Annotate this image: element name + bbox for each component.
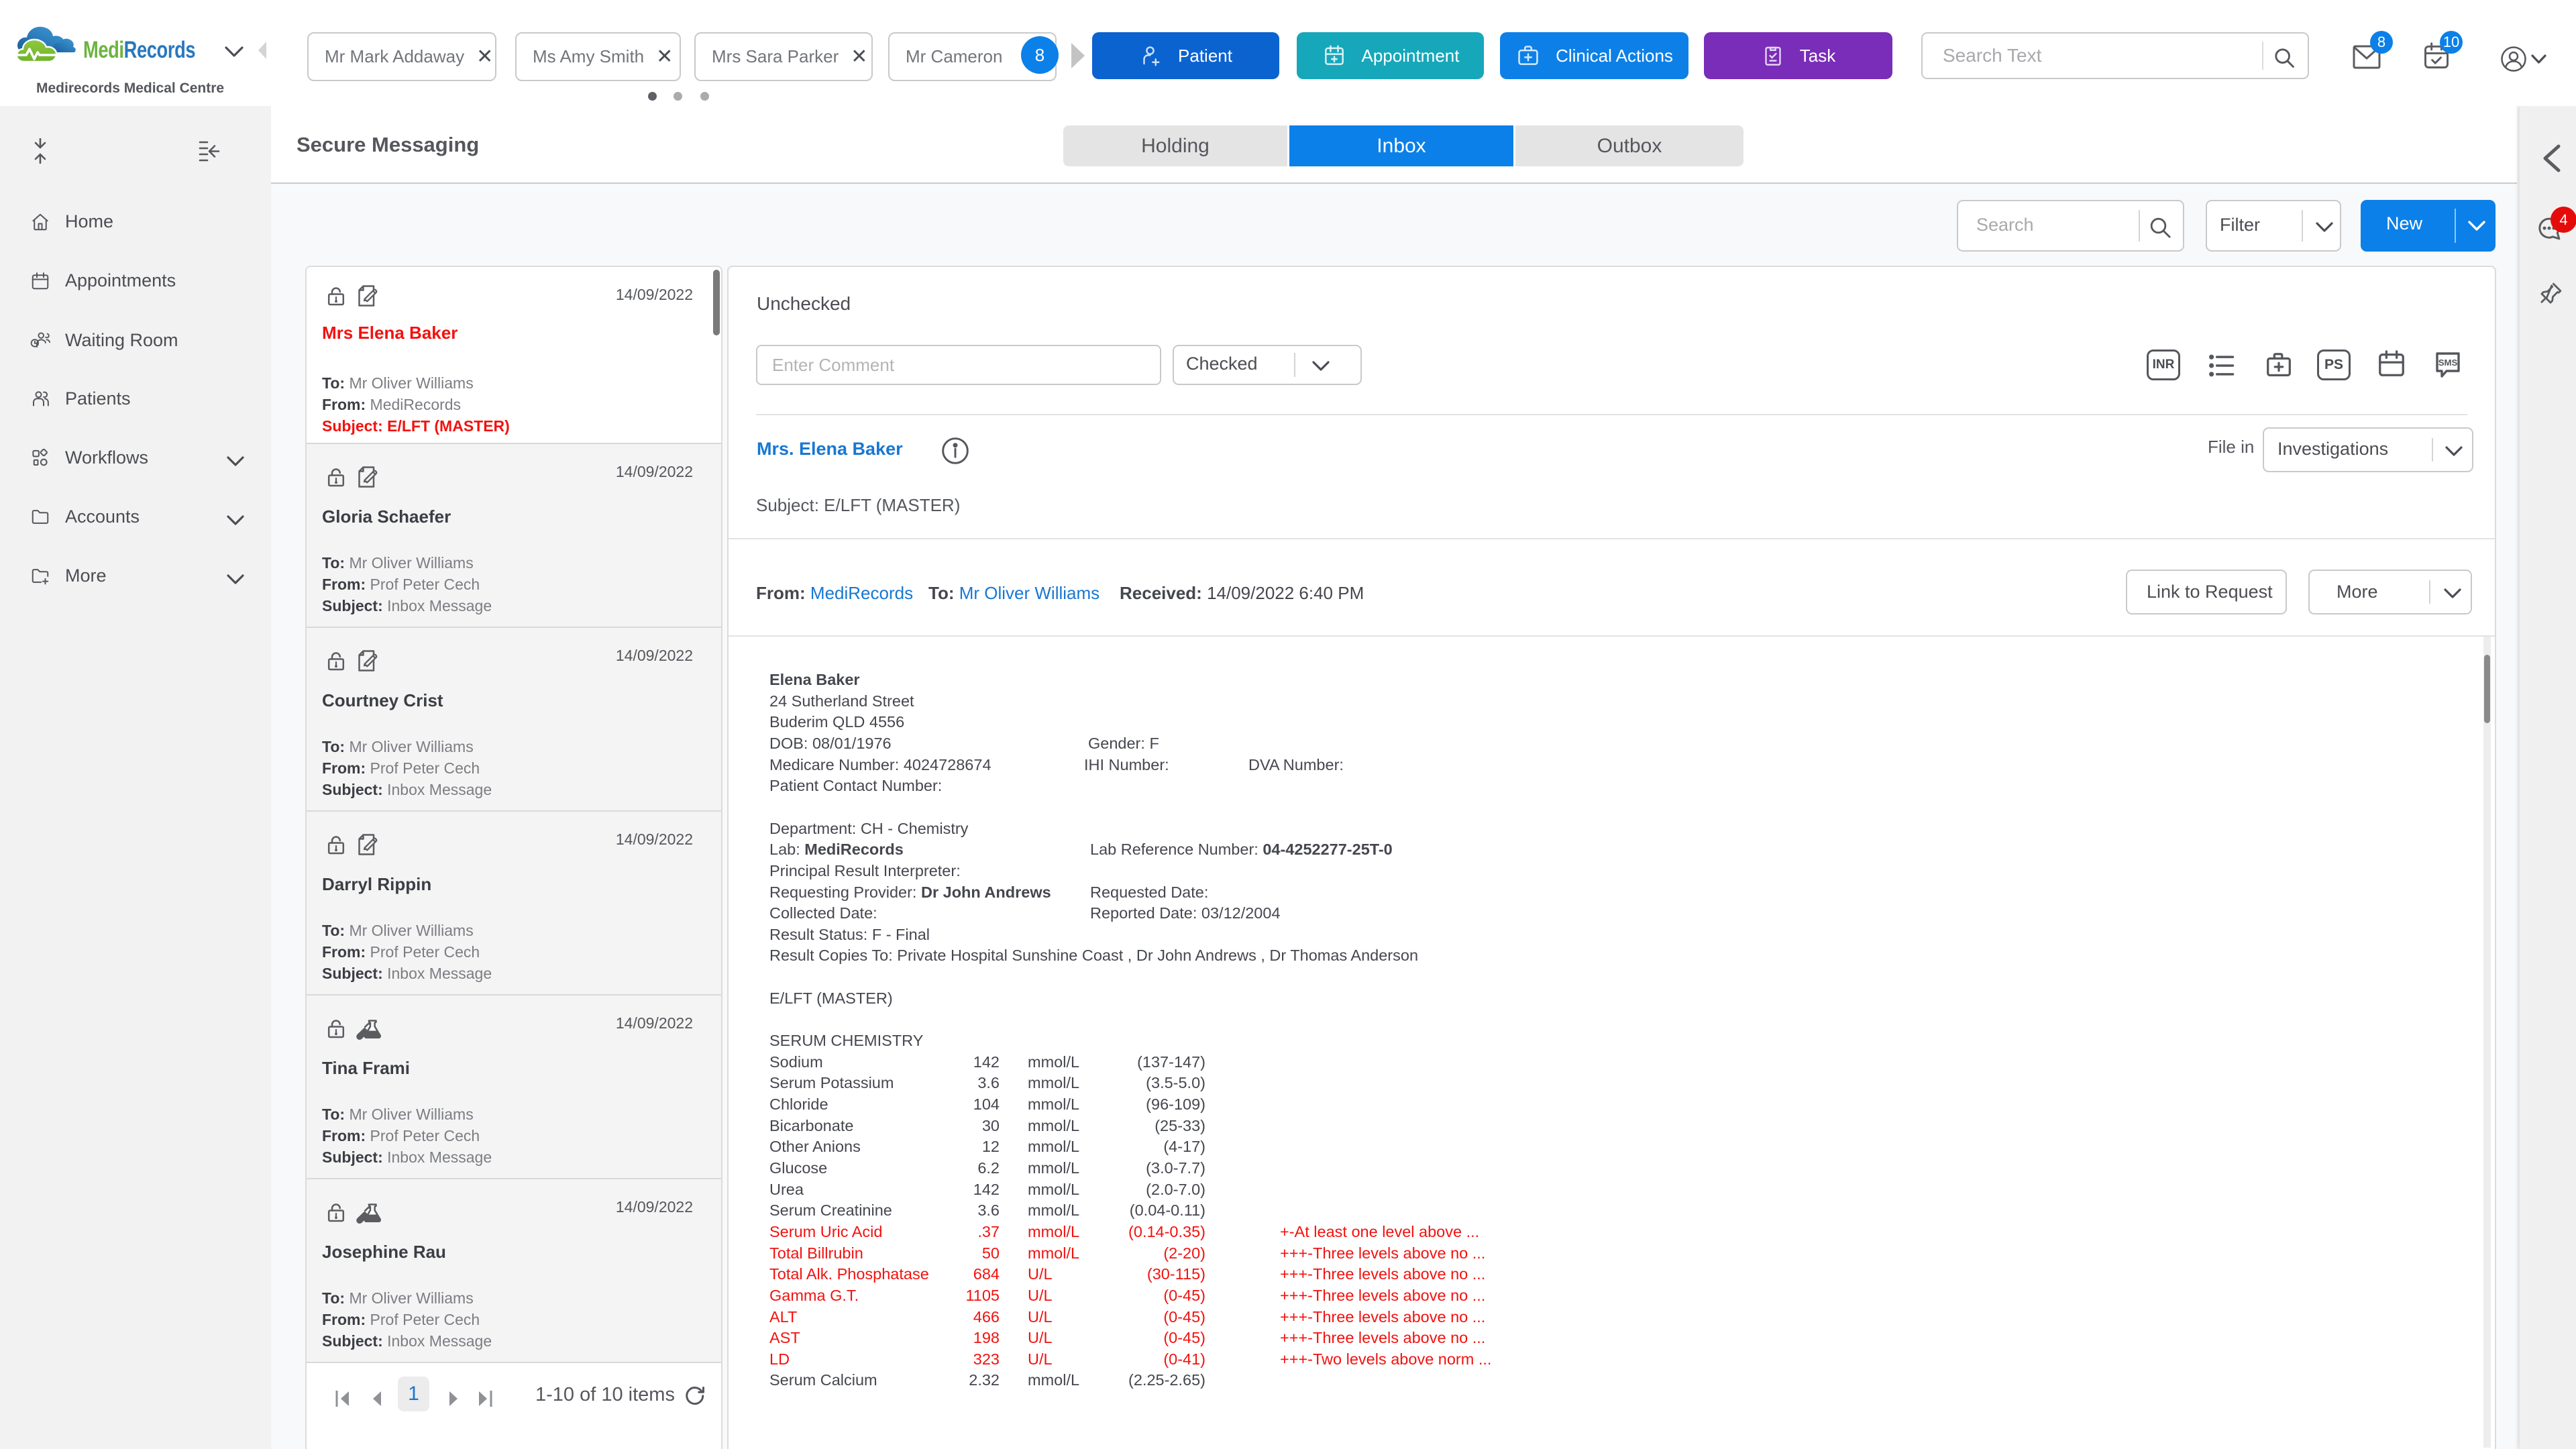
svg-text:SMS: SMS: [2438, 358, 2458, 368]
